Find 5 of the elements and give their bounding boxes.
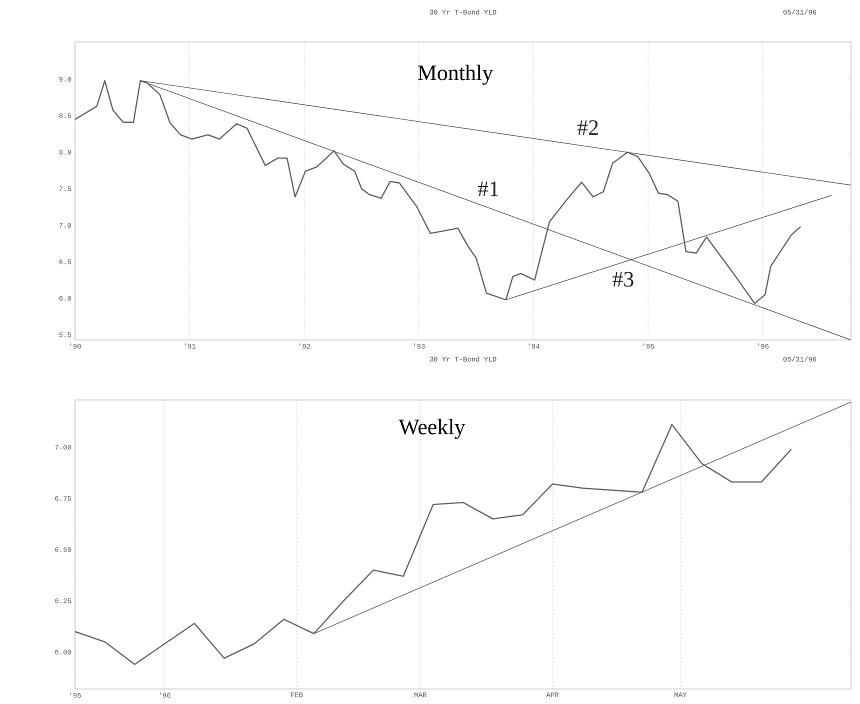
series-label: #2 xyxy=(577,120,598,135)
text: Monthly xyxy=(418,64,494,85)
series-label: #1 xyxy=(478,182,498,196)
series-label: #3 xyxy=(612,272,634,287)
text: Weekly xyxy=(398,418,466,439)
